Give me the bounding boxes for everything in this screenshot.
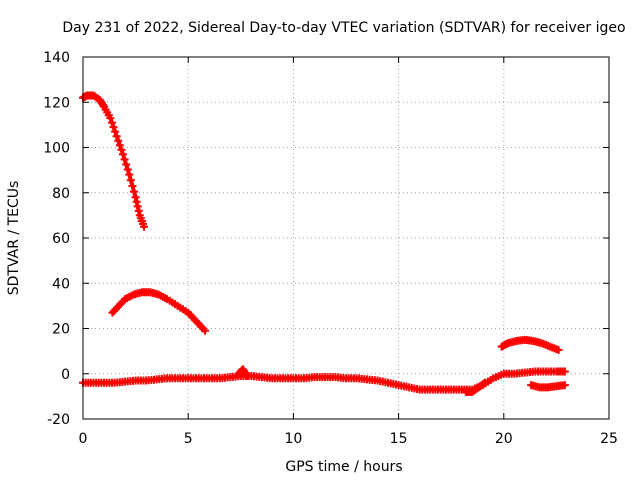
y-tick-label: 0 bbox=[61, 367, 70, 383]
x-tick-labels: 0 5 10 15 20 25 bbox=[79, 431, 618, 447]
data-point bbox=[132, 197, 141, 206]
y-tick-label: -20 bbox=[47, 412, 70, 428]
data-point bbox=[115, 141, 124, 150]
y-tick-label: 100 bbox=[43, 141, 70, 157]
x-tick-label: 5 bbox=[184, 431, 193, 447]
data-point bbox=[243, 372, 252, 381]
data-point bbox=[130, 187, 139, 196]
data-point bbox=[554, 345, 563, 354]
data-point bbox=[122, 160, 131, 169]
y-tick-labels: -20 0 20 40 60 80 100 120 140 bbox=[43, 50, 70, 428]
x-tick-label: 20 bbox=[495, 431, 513, 447]
series-pass-7 bbox=[527, 381, 569, 392]
x-tick-label: 25 bbox=[600, 431, 618, 447]
data-point bbox=[120, 155, 129, 164]
x-tick-label: 15 bbox=[390, 431, 408, 447]
data-point bbox=[117, 145, 126, 154]
y-tick-label: 60 bbox=[52, 231, 70, 247]
data-point bbox=[131, 193, 140, 202]
tick-marks bbox=[82, 56, 610, 420]
data-point bbox=[111, 127, 120, 136]
y-tick-label: 20 bbox=[52, 322, 70, 338]
x-tick-label: 0 bbox=[79, 431, 88, 447]
data-point bbox=[560, 367, 569, 376]
data-point bbox=[125, 170, 134, 179]
data-point bbox=[106, 114, 115, 123]
chart-title: Day 231 of 2022, Sidereal Day-to-day VTE… bbox=[62, 20, 625, 36]
data-point bbox=[133, 202, 142, 211]
series-pass-1 bbox=[79, 91, 149, 231]
x-axis-label: GPS time / hours bbox=[285, 459, 402, 475]
y-tick-label: 80 bbox=[52, 186, 70, 202]
data-series bbox=[79, 91, 569, 396]
data-point bbox=[126, 176, 135, 185]
data-point bbox=[134, 206, 143, 215]
data-point bbox=[123, 165, 132, 174]
series-pass-3 bbox=[79, 367, 569, 394]
data-point bbox=[480, 378, 489, 387]
data-point bbox=[128, 181, 137, 190]
y-tick-label: 140 bbox=[43, 50, 70, 66]
data-point bbox=[109, 123, 118, 132]
data-point bbox=[118, 150, 127, 159]
x-tick-label: 10 bbox=[284, 431, 302, 447]
gridlines bbox=[83, 57, 609, 419]
series-pass-2 bbox=[108, 288, 210, 335]
data-point bbox=[107, 118, 116, 127]
series-pass-5 bbox=[461, 378, 489, 396]
series-pass-6 bbox=[497, 335, 563, 354]
y-axis-label: SDTVAR / TECUs bbox=[6, 181, 22, 296]
series-pass-4 bbox=[234, 365, 252, 381]
y-tick-label: 40 bbox=[52, 276, 70, 292]
data-point bbox=[479, 379, 488, 388]
data-point bbox=[112, 132, 121, 141]
data-point bbox=[140, 222, 149, 231]
data-point bbox=[560, 381, 569, 390]
y-tick-label: 120 bbox=[43, 95, 70, 111]
data-point bbox=[114, 136, 123, 145]
data-point bbox=[201, 326, 210, 335]
plot-frame bbox=[82, 56, 610, 420]
